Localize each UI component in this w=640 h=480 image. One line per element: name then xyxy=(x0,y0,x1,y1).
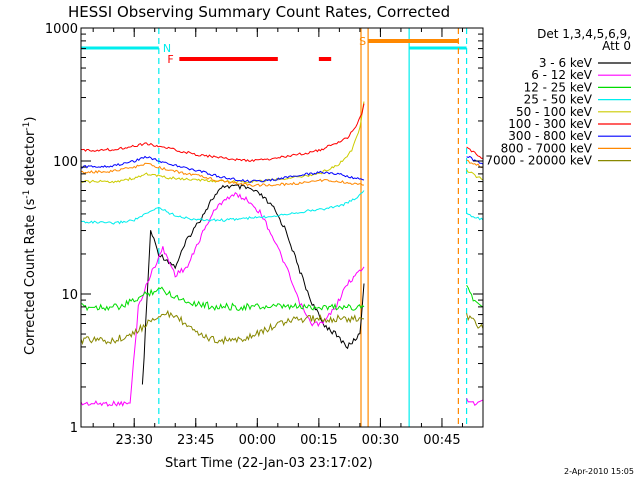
y-axis-label-mid: detector xyxy=(23,130,38,190)
chart-title: HESSI Observing Summary Count Rates, Cor… xyxy=(68,3,450,21)
series-6-12-kev xyxy=(80,191,365,407)
y-axis: 1 10 100 1000 xyxy=(45,22,483,436)
x-tick-label: 00:45 xyxy=(423,433,460,448)
marker-layer: NF S xyxy=(81,28,468,427)
legend-label: 6 - 12 keV xyxy=(531,68,593,82)
legend-label: 800 - 7000 keV xyxy=(501,141,593,155)
x-tick-label: 23:45 xyxy=(177,433,214,448)
date-stamp: 2-Apr-2010 15:05 xyxy=(564,467,634,476)
legend-label: 50 - 100 keV xyxy=(516,105,593,119)
y-axis-label-main: Corrected Count Rate (s xyxy=(23,198,38,355)
series-25-50-kev xyxy=(80,190,365,225)
legend-label: 7000 - 20000 keV xyxy=(485,154,592,168)
series-after-gap-7000-20000-kev xyxy=(466,313,484,329)
x-axis-label: Start Time (22-Jan-03 23:17:02) xyxy=(165,456,373,471)
y-axis-label: Corrected Count Rate (s-1 detector-1) xyxy=(22,117,38,355)
x-tick-label: 00:15 xyxy=(300,433,337,448)
y-tick-label: 1000 xyxy=(45,22,78,37)
series-100-300-kev xyxy=(80,103,365,163)
series-after-gap-100-300-kev xyxy=(466,146,484,159)
y-tick-label: 1 xyxy=(70,421,78,436)
x-tick-label: 00:00 xyxy=(239,433,276,448)
series-after-gap-300-800-kev xyxy=(466,155,484,165)
legend-header-2: Att 0 xyxy=(602,39,631,53)
legend-header-1: Det 1,3,4,5,6,9, xyxy=(537,27,631,41)
series-800-7000-kev xyxy=(80,162,365,187)
x-tick-label: 00:30 xyxy=(362,433,399,448)
x-tick-label: 23:30 xyxy=(115,433,152,448)
series-300-800-kev xyxy=(80,155,365,183)
series-after-gap-25-50-kev xyxy=(466,212,484,221)
saa-label: S xyxy=(359,35,366,48)
series-after-gap-6-12-kev xyxy=(466,398,484,406)
plot-frame xyxy=(80,27,484,428)
flare-label: F xyxy=(167,53,173,66)
series-50-100-kev xyxy=(80,101,365,184)
night-label: N xyxy=(163,42,171,55)
series-after-gap-12-25-kev xyxy=(466,284,484,308)
y-axis-label-end: ) xyxy=(23,117,38,122)
x-axis: 23:30 23:45 00:00 00:15 00:30 00:45 xyxy=(92,28,463,448)
y-tick-label: 10 xyxy=(61,288,78,303)
y-axis-label-sup2: -1 xyxy=(22,122,32,131)
legend-label: 100 - 300 keV xyxy=(508,117,592,131)
legend-label: 300 - 800 keV xyxy=(508,129,592,143)
series-7000-20000-kev xyxy=(80,309,365,346)
y-axis-label-sup1: -1 xyxy=(22,190,32,199)
legend-label: 25 - 50 keV xyxy=(524,93,593,107)
series-layer xyxy=(80,101,484,407)
series-after-gap-50-100-kev xyxy=(466,169,484,181)
series-3-6-kev xyxy=(141,184,365,385)
y-tick-label: 100 xyxy=(53,155,78,170)
legend-label: 12 - 25 keV xyxy=(524,80,593,94)
series-12-25-kev xyxy=(80,286,365,312)
legend-label: 3 - 6 keV xyxy=(539,56,593,70)
